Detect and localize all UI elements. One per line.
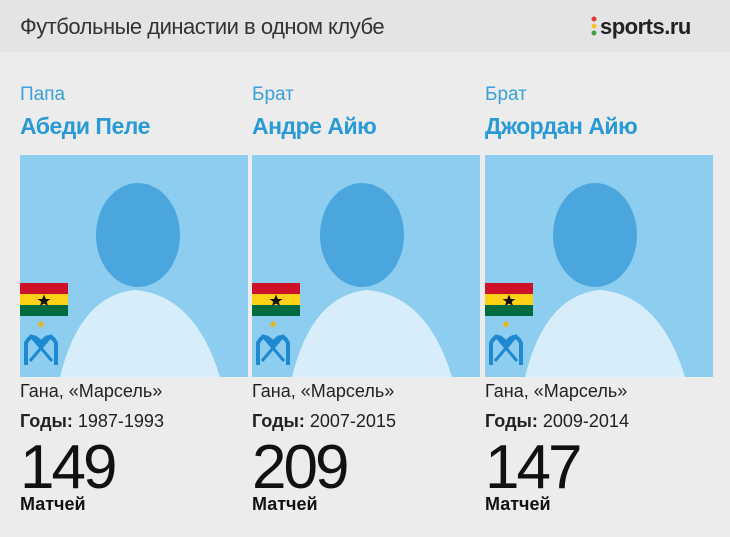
player-card: Папа Абеди Пеле Гана, «Марсель» Годы: 1987… [20,0,250,537]
player-name: Джордан Айю [485,113,638,139]
player-name: Абеди Пеле [20,113,150,139]
header [0,0,730,52]
years-label: Годы: [20,411,73,431]
years-label: Годы: [485,411,538,431]
matches-label: Матчей [485,494,551,514]
title: Футбольные династии в одном клубе [20,14,385,39]
photo-art [485,155,713,377]
years: Годы: 1987-1993 [20,411,164,432]
years-label: Годы: [252,411,305,431]
photo [252,155,480,382]
country-club: Гана, «Марсель» [485,381,628,401]
years-value: 2009-2014 [542,411,629,431]
matches-count: 147 [485,433,582,502]
years: Годы: 2009-2014 [485,411,629,432]
years-value: 2007-2015 [309,411,396,431]
role: Брат [252,84,294,105]
photo-art [252,155,480,377]
country-club: Гана, «Марсель» [252,381,395,401]
photo [485,155,713,382]
player-card: Брат Джордан Айю Гана, «Марсель» Годы: 200… [485,0,715,537]
matches-label: Матчей [252,494,318,514]
country-club: Гана, «Марсель» [20,381,163,401]
matches-count: 209 [252,433,349,502]
photo [20,155,248,382]
years: Годы: 2007-2015 [252,411,396,432]
role: Брат [485,84,527,105]
matches-label: Матчей [20,494,86,514]
years-value: 1987-1993 [77,411,164,431]
matches-count: 149 [20,433,117,502]
player-card: Брат Андре Айю Гана, «Марсель» Годы: 2007-… [252,0,482,537]
logo[interactable]: sports.ru [600,14,691,39]
player-name: Андре Айю [252,113,377,139]
photo-art [20,155,248,377]
logo-dots [591,16,597,36]
role: Папа [20,84,66,105]
